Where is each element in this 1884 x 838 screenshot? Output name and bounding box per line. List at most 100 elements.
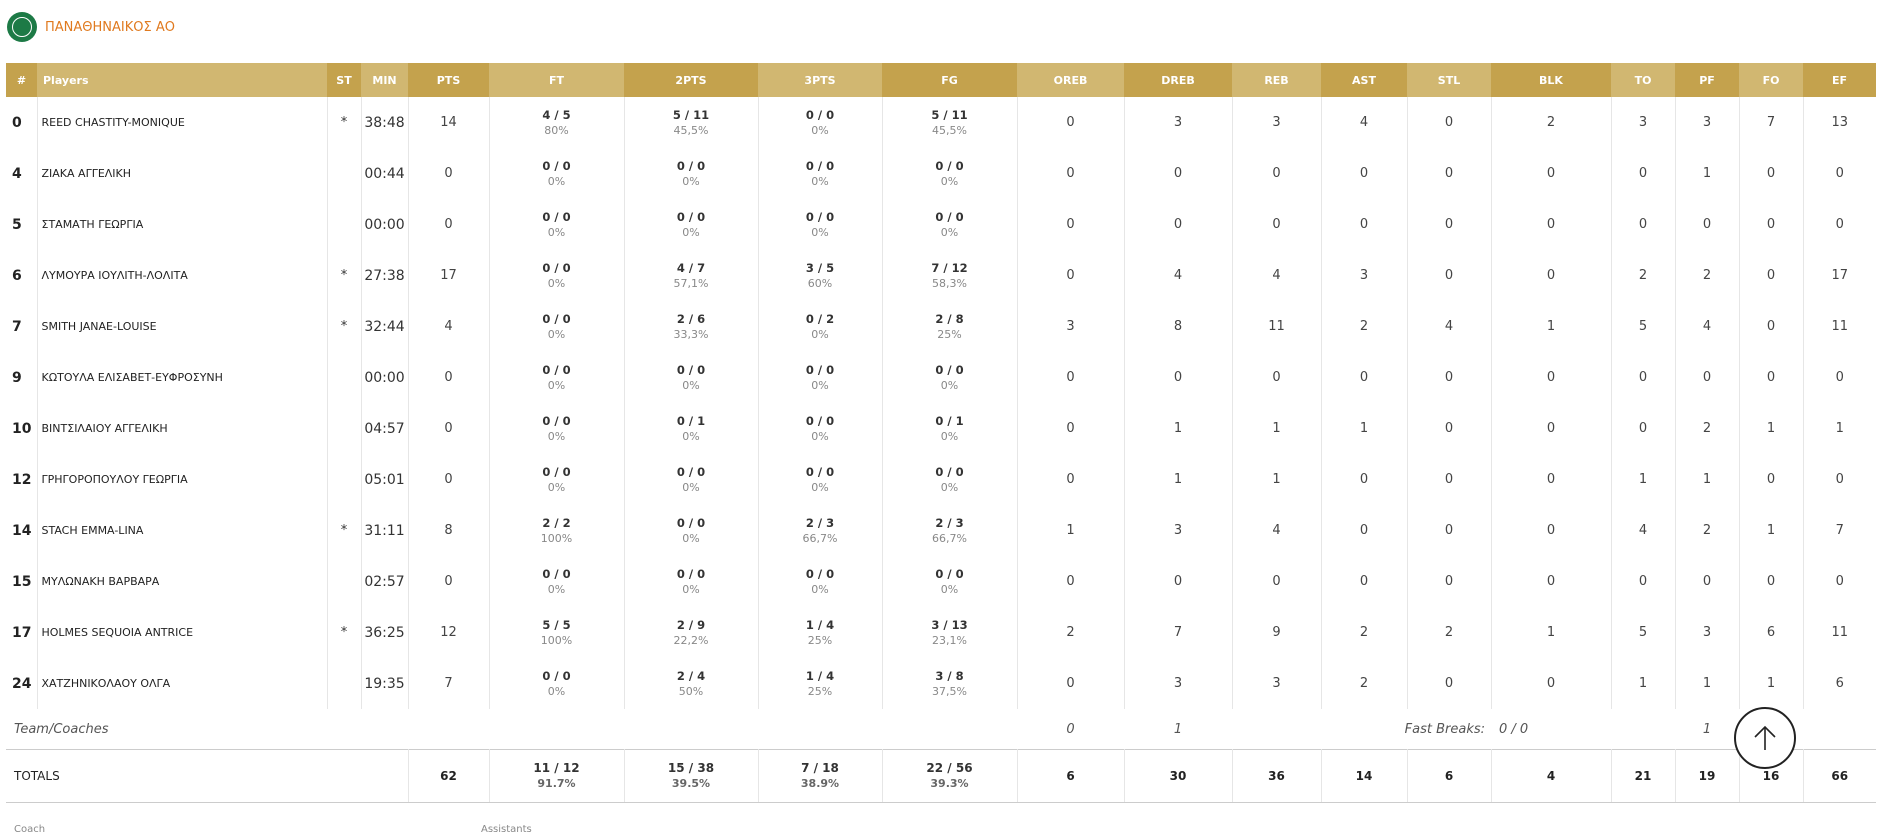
player-row[interactable]: 7 SMITH JANAE-LOUISE * 32:44 4 0 / 0 0% 2 / 6 33… bbox=[6, 301, 1876, 352]
totals-p3-cell: 7 / 18 38.9% bbox=[758, 749, 883, 803]
column-header-num: # bbox=[6, 63, 37, 97]
player-name[interactable]: SMITH JANAE-LOUISE bbox=[37, 301, 328, 352]
fg-percentage: 0% bbox=[940, 378, 959, 392]
fo-cell: 1 bbox=[1739, 505, 1804, 556]
fg-made-attempted: 2 / 3 bbox=[935, 515, 964, 530]
pf-cell: 0 bbox=[1675, 199, 1740, 250]
minutes-cell: 36:25 bbox=[361, 607, 409, 658]
p2-percentage: 45,5% bbox=[673, 123, 709, 137]
minutes-cell: 31:11 bbox=[361, 505, 409, 556]
p3-percentage: 0% bbox=[811, 123, 829, 137]
dreb-cell: 3 bbox=[1124, 658, 1233, 709]
player-name[interactable]: ΧΑΤΖΗΝΙΚΟΛΑΟΥ ΟΛΓΑ bbox=[37, 658, 328, 709]
fg-cell: 0 / 0 0% bbox=[882, 352, 1018, 403]
player-row[interactable]: 9 ΚΩΤΟΥΛΑ ΕΛΙΣΑΒΕΤ-ΕΥΦΡΟΣΥΝΗ 00:00 0 0 / 0 0%… bbox=[6, 352, 1876, 403]
p2-made-attempted: 2 / 9 bbox=[676, 617, 706, 632]
column-header-ef: EF bbox=[1803, 63, 1876, 97]
column-header-ast: AST bbox=[1321, 63, 1407, 97]
minutes-cell: 38:48 bbox=[361, 97, 409, 148]
reb-cell: 0 bbox=[1232, 148, 1322, 199]
oreb-cell: 1 bbox=[1017, 505, 1125, 556]
ft-made-attempted: 0 / 0 bbox=[542, 668, 571, 683]
totals-p3-made-attempted: 7 / 18 bbox=[801, 761, 839, 775]
blk-cell: 0 bbox=[1491, 556, 1612, 607]
player-row[interactable]: 14 STACH EMMA-LINA * 31:11 8 2 / 2 100% 0 / 0 0%… bbox=[6, 505, 1876, 556]
player-name[interactable]: REED CHASTITY-MONIQUE bbox=[37, 97, 328, 148]
player-name[interactable]: HOLMES SEQUOIA ANTRICE bbox=[37, 607, 328, 658]
totals-ft-cell: 11 / 12 91.7% bbox=[489, 749, 625, 803]
reb-cell: 4 bbox=[1232, 250, 1322, 301]
p3-percentage: 66,7% bbox=[802, 531, 838, 545]
player-row[interactable]: 6 ΛΥΜΟΥΡΑ ΙΟΥΛΙΤΗ-ΛΟΛΙΤΑ * 27:38 17 0 / 0 0% 4 … bbox=[6, 250, 1876, 301]
ef-cell: 0 bbox=[1835, 217, 1844, 232]
ft-made-attempted: 2 / 2 bbox=[542, 515, 571, 530]
player-row[interactable]: 4 ΖΙΑΚΑ ΑΓΓΕΛΙΚΗ 00:44 0 0 / 0 0% 0 / 0 0% 0 / 0… bbox=[6, 148, 1876, 199]
totals-ft-made-attempted: 11 / 12 bbox=[533, 761, 580, 775]
player-name[interactable]: STACH EMMA-LINA bbox=[37, 505, 328, 556]
dreb-cell: 0 bbox=[1124, 352, 1233, 403]
fg-percentage: 0% bbox=[940, 582, 959, 596]
fg-made-attempted: 2 / 8 bbox=[935, 311, 964, 326]
ast-cell: 2 bbox=[1321, 658, 1408, 709]
starter-marker: * bbox=[327, 301, 362, 352]
team-blk-cell bbox=[1611, 709, 1675, 750]
player-name[interactable]: ΓΡΗΓΟΡΟΠΟΥΛΟΥ ΓΕΩΡΓΙΑ bbox=[37, 454, 328, 505]
starter-marker: * bbox=[327, 505, 362, 556]
points-cell: 12 bbox=[408, 607, 490, 658]
player-row[interactable]: 12 ΓΡΗΓΟΡΟΠΟΥΛΟΥ ΓΕΩΡΓΙΑ 05:01 0 0 / 0 0% 0 / … bbox=[6, 454, 1876, 505]
totals-dreb-cell: 30 bbox=[1124, 749, 1233, 803]
fo-cell: 0 bbox=[1739, 556, 1804, 607]
fast-breaks-value: 0 / 0 bbox=[1499, 721, 1529, 737]
ft-made-attempted: 0 / 0 bbox=[542, 260, 571, 275]
minutes-cell: 27:38 bbox=[361, 250, 409, 301]
player-name[interactable]: ΚΩΤΟΥΛΑ ΕΛΙΣΑΒΕΤ-ΕΥΦΡΟΣΥΝΗ bbox=[37, 352, 328, 403]
dreb-cell: 4 bbox=[1124, 250, 1233, 301]
player-number: 12 bbox=[6, 454, 38, 505]
p2-cell: 2 / 9 22,2% bbox=[624, 607, 759, 658]
player-row[interactable]: 17 HOLMES SEQUOIA ANTRICE * 36:25 12 5 / 5 100… bbox=[6, 607, 1876, 658]
player-name[interactable]: ΛΥΜΟΥΡΑ ΙΟΥΛΙΤΗ-ΛΟΛΙΤΑ bbox=[37, 250, 328, 301]
fg-percentage: 66,7% bbox=[932, 531, 967, 545]
dreb-cell: 1 bbox=[1124, 454, 1233, 505]
team-to-cell: 1 bbox=[1702, 721, 1712, 737]
ft-percentage: 0% bbox=[547, 378, 566, 392]
ft-cell: 0 / 0 0% bbox=[489, 403, 625, 454]
player-row[interactable]: 5 ΣΤΑΜΑΤΗ ΓΕΩΡΓΙΑ 00:00 0 0 / 0 0% 0 / 0 0% 0 / … bbox=[6, 199, 1876, 250]
stl-cell: 0 bbox=[1407, 148, 1492, 199]
ast-cell: 3 bbox=[1321, 250, 1408, 301]
to-cell: 0 bbox=[1611, 148, 1676, 199]
oreb-cell: 0 bbox=[1017, 199, 1125, 250]
p2-percentage: 0% bbox=[682, 225, 700, 239]
totals-ast-cell: 14 bbox=[1321, 749, 1408, 803]
p2-made-attempted: 4 / 7 bbox=[676, 260, 706, 275]
pf-cell: 1 bbox=[1675, 454, 1740, 505]
player-name[interactable]: ΜΥΛΩΝΑΚΗ ΒΑΡΒΑΡΑ bbox=[37, 556, 328, 607]
column-header-to: TO bbox=[1611, 63, 1675, 97]
fg-cell: 2 / 8 25% bbox=[882, 301, 1018, 352]
p3-percentage: 60% bbox=[807, 276, 833, 290]
reb-cell: 1 bbox=[1232, 403, 1322, 454]
scroll-to-top-button[interactable] bbox=[1734, 707, 1796, 769]
oreb-cell: 0 bbox=[1017, 454, 1125, 505]
oreb-cell: 0 bbox=[1017, 250, 1125, 301]
player-row[interactable]: 0 REED CHASTITY-MONIQUE * 38:48 14 4 / 5 80% 5 … bbox=[6, 97, 1876, 148]
p2-made-attempted: 0 / 0 bbox=[676, 464, 706, 479]
player-row[interactable]: 10 ΒΙΝΤΣΙΛΑΙΟΥ ΑΓΓΕΛΙΚΗ 04:57 0 0 / 0 0% 0 / 1… bbox=[6, 403, 1876, 454]
fg-percentage: 37,5% bbox=[932, 684, 967, 698]
p3-made-attempted: 0 / 0 bbox=[805, 158, 835, 173]
player-row[interactable]: 15 ΜΥΛΩΝΑΚΗ ΒΑΡΒΑΡΑ 02:57 0 0 / 0 0% 0 / 0 0% 0 … bbox=[6, 556, 1876, 607]
arrow-up-icon bbox=[1754, 725, 1776, 750]
assistants-label: Assistants bbox=[481, 824, 532, 835]
team-name[interactable]: ΠΑΝΑΘΗΝΑΙΚΟΣ ΑΟ bbox=[45, 19, 175, 35]
player-row[interactable]: 24 ΧΑΤΖΗΝΙΚΟΛΑΟΥ ΟΛΓΑ 19:35 7 0 / 0 0% 2 / 4 50… bbox=[6, 658, 1876, 709]
totals-fg-made-attempted: 22 / 56 bbox=[926, 761, 973, 775]
player-name[interactable]: ΖΙΑΚΑ ΑΓΓΕΛΙΚΗ bbox=[37, 148, 328, 199]
player-name[interactable]: ΣΤΑΜΑΤΗ ΓΕΩΡΓΙΑ bbox=[37, 199, 328, 250]
blk-cell: 2 bbox=[1491, 97, 1612, 148]
player-name[interactable]: ΒΙΝΤΣΙΛΑΙΟΥ ΑΓΓΕΛΙΚΗ bbox=[37, 403, 328, 454]
totals-blk-cell: 4 bbox=[1491, 749, 1612, 803]
totals-to-cell: 21 bbox=[1611, 749, 1676, 803]
fo-cell: 0 bbox=[1739, 250, 1804, 301]
to-cell: 3 bbox=[1611, 97, 1676, 148]
column-header-min: MIN bbox=[361, 63, 408, 97]
